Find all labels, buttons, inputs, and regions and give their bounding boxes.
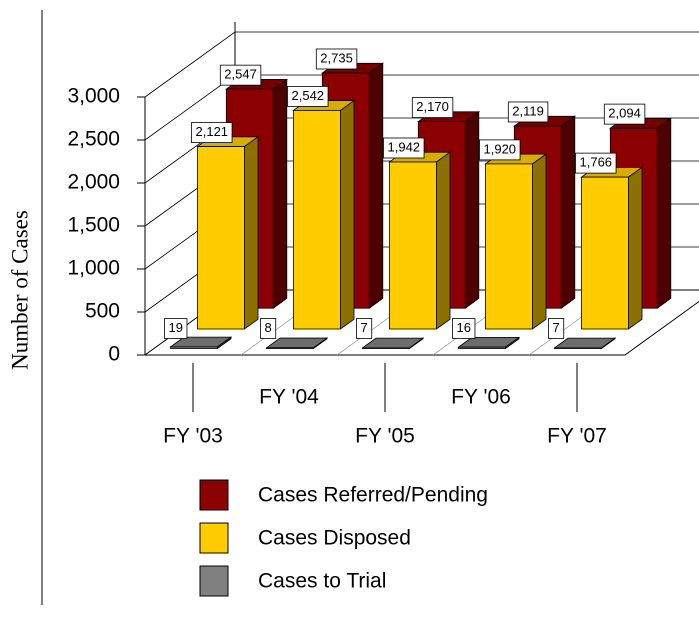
bar-side (628, 166, 643, 330)
bar-group (265, 337, 329, 350)
value-label-group: 2,094 (603, 103, 646, 125)
bar (197, 146, 245, 330)
value-label-box (219, 64, 262, 86)
x-tick-label: FY '06 (451, 386, 511, 409)
x-tick-label: FY '03 (163, 425, 223, 448)
value-label: 7 (361, 320, 368, 335)
bar-side (560, 115, 576, 309)
value-label: 2,735 (320, 50, 353, 65)
y-tick-label: 2,500 (67, 128, 120, 151)
value-label: 2,542 (292, 88, 325, 103)
value-label: 16 (457, 320, 471, 335)
bar-side (272, 78, 288, 309)
value-label-group: 16 (452, 318, 476, 339)
bar-group (169, 336, 233, 350)
value-label-group: 8 (260, 318, 277, 339)
bar (389, 161, 437, 330)
bar-side (368, 62, 384, 309)
legend-swatch (199, 479, 229, 511)
value-label-box (548, 318, 565, 339)
value-label: 2,094 (608, 106, 641, 121)
y-tick-label: 3,000 (67, 85, 120, 108)
value-label-group: 19 (164, 318, 188, 339)
bar-group (457, 336, 521, 350)
value-label-box (411, 97, 454, 118)
bar-group (292, 99, 356, 330)
value-label: 7 (553, 320, 560, 335)
bar-group (361, 337, 425, 350)
value-label-group: 7 (548, 318, 565, 339)
value-label-box (575, 152, 617, 174)
legend-label: Cases to Trial (258, 570, 386, 593)
bar (485, 163, 533, 330)
value-label-group: 2,542 (287, 85, 329, 107)
value-label-box (507, 101, 549, 123)
value-label-group: 2,547 (219, 64, 262, 86)
legend-swatch (199, 522, 229, 554)
bar (170, 346, 218, 349)
y-tick-label: 1,000 (67, 257, 120, 280)
value-label-box (479, 139, 521, 161)
value-label-box (164, 318, 188, 339)
bar-side (656, 117, 672, 309)
grid-line (144, 31, 699, 98)
y-tick-label: 1,500 (67, 214, 120, 237)
legend-label: Cases Referred/Pending (258, 484, 488, 507)
value-label: 2,547 (224, 67, 257, 82)
bar-group (580, 166, 644, 330)
value-label-group: 7 (356, 318, 373, 339)
y-tick-label: 500 (85, 300, 120, 323)
bar-side (464, 111, 480, 309)
y-tick-label: 0 (108, 343, 120, 366)
value-label-group: 2,735 (315, 48, 358, 70)
value-label-group: 1,920 (479, 139, 521, 161)
bar (581, 176, 629, 330)
value-label-box (603, 103, 646, 125)
value-label-box (287, 85, 329, 107)
legend-swatch (199, 565, 229, 597)
value-label-group: 2,170 (411, 97, 454, 118)
value-label-group: 2,121 (191, 122, 233, 143)
value-label: 2,119 (512, 103, 544, 118)
x-tick-label: FY '07 (547, 425, 607, 448)
value-label-box (452, 318, 476, 339)
value-label-box (191, 122, 233, 143)
value-label-box (356, 318, 373, 339)
value-label: 2,121 (196, 124, 229, 139)
value-label-group: 2,119 (507, 101, 549, 123)
bar-group (196, 136, 260, 330)
bar (362, 347, 410, 349)
bar (458, 346, 506, 349)
value-label: 1,766 (580, 155, 613, 170)
value-label-group: 1,942 (383, 137, 425, 159)
value-label-box (383, 137, 425, 159)
x-tick-label: FY '05 (355, 425, 415, 448)
value-label: 8 (265, 320, 272, 335)
x-tick-label: FY '04 (259, 386, 319, 409)
value-label: 2,170 (416, 99, 449, 114)
bar-group (553, 337, 617, 350)
value-label-group: 1,766 (575, 152, 617, 174)
value-label-box (315, 48, 358, 70)
legend-label: Cases Disposed (258, 527, 411, 550)
bar-side (340, 99, 355, 330)
value-label-box (260, 318, 277, 339)
bar-side (436, 151, 451, 330)
bar-group (484, 153, 548, 330)
bar (293, 109, 341, 330)
value-label: 19 (169, 320, 183, 335)
value-label: 1,920 (484, 141, 517, 156)
y-axis-label: Number of Cases (7, 210, 32, 370)
bar (266, 347, 314, 349)
value-label: 1,942 (388, 139, 421, 154)
bar-side (532, 153, 547, 330)
bar (554, 347, 602, 349)
bar-side (244, 136, 259, 330)
y-tick-label: 2,000 (67, 171, 120, 194)
bar-group (388, 151, 452, 330)
